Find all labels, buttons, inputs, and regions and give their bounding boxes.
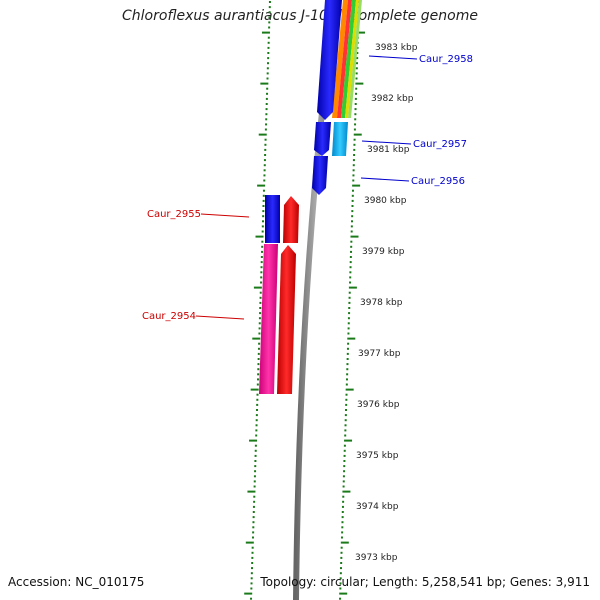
kbp-label: 3977 kbp [358, 349, 401, 359]
gene-label-caur-2958[interactable]: Caur_2958 [419, 54, 473, 65]
gene-label-caur-2955[interactable]: Caur_2955 [147, 209, 201, 220]
kbp-label: 3982 kbp [371, 94, 414, 104]
cog-stripe-red [337, 0, 352, 118]
leader-line-caur-2957 [361, 140, 412, 145]
gene-caur-2955-cog [265, 195, 280, 243]
gene-caur-2957-cog [332, 122, 348, 156]
map-title: Chloroflexus aurantiacus J-10-fl, comple… [122, 8, 478, 24]
gene-caur-2958[interactable] [317, 0, 342, 120]
gene-caur-2955[interactable] [283, 196, 299, 243]
kbp-label: 3976 kbp [357, 400, 400, 410]
gene-label-caur-2957[interactable]: Caur_2957 [413, 139, 467, 150]
cog-stripe-orange [332, 0, 348, 118]
kbp-label: 3975 kbp [356, 451, 399, 461]
kbp-label: 3980 kbp [364, 196, 407, 206]
cog-stripe-lightgreen [348, 0, 362, 118]
leader-line-caur-2956 [360, 177, 410, 182]
forward-gene-group [312, 0, 362, 195]
kbp-label: 3979 kbp [362, 247, 405, 257]
leader-line-caur-2958 [368, 55, 418, 60]
gene-caur-2954[interactable] [277, 245, 296, 394]
gene-caur-2956[interactable] [312, 156, 328, 195]
cog-stripe-green [341, 0, 356, 118]
gene-label-caur-2956[interactable]: Caur_2956 [411, 176, 465, 187]
left-tick-track [244, 1, 271, 600]
leader-line-caur-2954 [195, 315, 245, 320]
reverse-gene-group [259, 195, 299, 394]
kbp-label: 3978 kbp [360, 298, 403, 308]
kbp-ruler: 3983 kbp 3982 kbp 3981 kbp 3980 kbp 3979… [355, 43, 418, 563]
cog-stripe-yellow [345, 0, 359, 118]
leader-line-caur-2955 [200, 213, 250, 218]
gene-labels: Caur_2958 Caur_2957 Caur_2956 Caur_2955 … [142, 54, 473, 322]
gene-caur-2957[interactable] [314, 122, 331, 156]
gene-caur-2954-cog [259, 244, 278, 394]
genome-summary-text: Topology: circular; Length: 5,258,541 bp… [260, 575, 590, 589]
kbp-label: 3983 kbp [375, 43, 418, 53]
kbp-label: 3973 kbp [355, 553, 398, 563]
kbp-label: 3974 kbp [356, 502, 399, 512]
accession-text: Accession: NC_010175 [8, 575, 145, 589]
kbp-label: 3981 kbp [367, 145, 410, 155]
gene-label-caur-2954[interactable]: Caur_2954 [142, 311, 196, 322]
